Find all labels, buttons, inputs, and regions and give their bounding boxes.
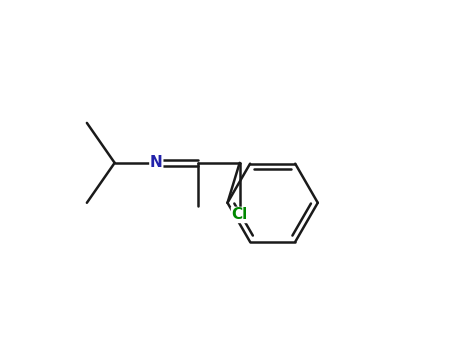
Text: Cl: Cl [232, 208, 248, 223]
Text: N: N [150, 155, 163, 170]
